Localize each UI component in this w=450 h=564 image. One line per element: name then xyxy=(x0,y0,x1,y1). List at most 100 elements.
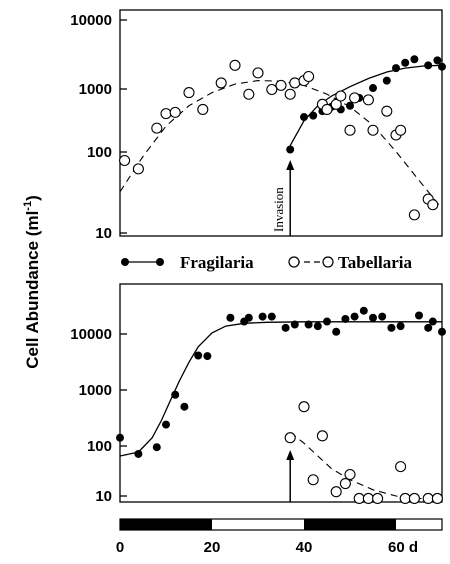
point-fragilaria xyxy=(410,55,419,64)
legend-label-fragilaria: Fragilaria xyxy=(180,253,254,272)
point-fragilaria xyxy=(346,101,354,110)
point-fragilaria xyxy=(134,449,143,458)
point-fragilaria xyxy=(194,351,203,360)
point-tabellaria xyxy=(160,108,172,120)
legend-tabellaria: Tabellaria xyxy=(288,253,412,272)
point-tabellaria xyxy=(362,94,374,106)
point-tabellaria xyxy=(395,461,407,473)
x-tick-label: 0 xyxy=(116,539,124,556)
point-fragilaria xyxy=(309,111,318,120)
invasion-arrow-head xyxy=(286,450,295,460)
point-tabellaria xyxy=(381,105,393,117)
point-fragilaria xyxy=(267,312,276,321)
point-fragilaria xyxy=(438,62,446,71)
y-axis-label-sup: -1 xyxy=(22,201,34,211)
point-fragilaria xyxy=(244,313,253,322)
y-axis-label-main: Cell Abundance (ml xyxy=(23,211,42,369)
point-tabellaria xyxy=(316,430,328,442)
point-fragilaria xyxy=(258,312,267,321)
point-tabellaria xyxy=(408,209,420,221)
point-fragilaria xyxy=(304,320,313,329)
point-fragilaria xyxy=(369,313,377,322)
point-tabellaria xyxy=(307,474,319,486)
point-tabellaria xyxy=(353,492,365,505)
point-fragilaria xyxy=(162,420,170,429)
point-tabellaria xyxy=(289,77,301,89)
point-tabellaria xyxy=(284,432,296,444)
point-fragilaria xyxy=(226,313,235,322)
point-tabellaria xyxy=(399,492,411,505)
point-tabellaria xyxy=(422,492,434,505)
point-fragilaria xyxy=(313,322,322,331)
point-fragilaria xyxy=(290,320,299,329)
point-fragilaria xyxy=(359,306,368,315)
point-fragilaria xyxy=(332,327,341,336)
point-fragilaria xyxy=(180,402,189,411)
point-tabellaria xyxy=(321,103,333,115)
point-fragilaria xyxy=(369,84,377,93)
dark-period xyxy=(120,519,212,530)
y-axis-label: Cell Abundance (ml-1) xyxy=(22,195,42,369)
y-tick-label: 100 xyxy=(87,438,112,455)
legend-fragilaria: Fragilaria xyxy=(121,253,254,272)
point-tabellaria xyxy=(367,124,379,136)
point-tabellaria xyxy=(119,154,131,167)
point-fragilaria xyxy=(281,323,290,332)
point-tabellaria xyxy=(349,92,361,104)
x-tick-label: 20 xyxy=(204,539,221,556)
point-fragilaria xyxy=(396,322,405,331)
point-tabellaria xyxy=(339,478,351,490)
y-tick-label: 1000 xyxy=(79,81,112,98)
plot-frame xyxy=(119,283,443,503)
point-tabellaria xyxy=(229,59,241,71)
plot-frame xyxy=(119,9,443,237)
point-tabellaria xyxy=(151,122,163,134)
point-fragilaria xyxy=(116,433,124,442)
point-tabellaria xyxy=(372,492,384,505)
point-tabellaria xyxy=(335,90,347,102)
y-tick-label: 10 xyxy=(95,225,112,242)
point-tabellaria xyxy=(284,88,296,100)
invasion-label: Invasion xyxy=(271,187,286,232)
point-tabellaria xyxy=(132,163,144,175)
top-panel: 10 100 1000 10000 Invasion xyxy=(70,9,446,242)
point-fragilaria xyxy=(401,58,410,67)
point-tabellaria xyxy=(197,103,209,115)
invasion-arrow-head xyxy=(286,160,295,170)
dark-period xyxy=(304,519,396,530)
legend: Fragilaria Tabellaria xyxy=(121,253,412,272)
point-tabellaria xyxy=(298,401,310,413)
x-tick-label: 40 xyxy=(296,539,313,556)
point-tabellaria xyxy=(344,468,356,481)
point-fragilaria xyxy=(323,317,331,326)
point-tabellaria xyxy=(427,199,439,211)
point-fragilaria xyxy=(392,64,400,73)
point-fragilaria xyxy=(152,443,161,452)
legend-label-tabellaria: Tabellaria xyxy=(338,253,412,272)
point-tabellaria xyxy=(215,77,227,89)
point-fragilaria xyxy=(382,76,391,85)
point-tabellaria xyxy=(395,124,407,136)
point-fragilaria xyxy=(350,312,359,321)
point-fragilaria xyxy=(424,323,433,332)
point-fragilaria xyxy=(433,56,442,65)
svg-text:Cell Abundance (ml-1): Cell Abundance (ml-1) xyxy=(22,195,42,369)
point-tabellaria xyxy=(303,70,315,83)
point-fragilaria xyxy=(203,352,212,361)
point-fragilaria xyxy=(387,323,396,332)
y-tick-label: 1000 xyxy=(79,382,112,399)
point-fragilaria xyxy=(378,312,387,321)
y-tick-label: 100 xyxy=(87,144,112,161)
y-tick-label: 10000 xyxy=(70,326,112,343)
x-tick-label: 60 d xyxy=(388,539,418,556)
y-axis-label-close: ) xyxy=(23,195,42,201)
point-fragilaria xyxy=(286,145,295,154)
time-axis: 0 20 40 60 d xyxy=(116,518,443,556)
point-fragilaria xyxy=(424,61,433,70)
point-tabellaria xyxy=(344,124,356,136)
fit-line-tabellaria xyxy=(289,432,442,500)
point-fragilaria xyxy=(415,311,423,320)
point-tabellaria xyxy=(252,67,264,79)
point-fragilaria xyxy=(171,390,180,399)
